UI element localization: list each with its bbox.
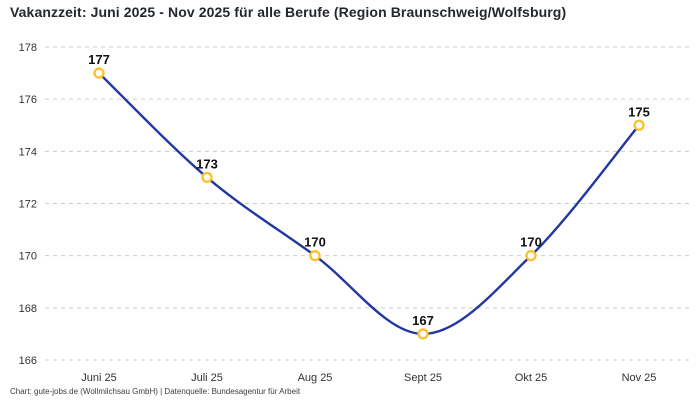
data-point-aug-25[interactable] [309, 250, 321, 262]
data-point-sept-25[interactable] [417, 328, 429, 340]
data-point-okt-25[interactable] [525, 250, 537, 262]
y-axis-tick-174: 174 [19, 146, 37, 158]
y-axis-tick-176: 176 [19, 94, 37, 106]
data-point-label-3: 170 [304, 235, 326, 250]
chart-credit-footer: Chart: gute-jobs.de (Wollmilchsau GmbH) … [10, 387, 301, 396]
data-point-nov-25[interactable] [633, 119, 645, 131]
vacancy-time-series-line [97, 71, 641, 336]
y-axis-tick-166: 166 [19, 355, 37, 367]
data-point-juni-25[interactable] [93, 67, 105, 79]
data-point-label-1: 177 [88, 52, 110, 67]
x-axis-tick-4: Sept 25 [404, 372, 442, 384]
y-axis-tick-170: 170 [19, 251, 37, 263]
data-point-label-4: 167 [412, 313, 434, 328]
x-axis-tick-1: Juni 25 [81, 372, 116, 384]
y-axis-tick-178: 178 [19, 42, 37, 54]
chart-title: Vakanzzeit: Juni 2025 - Nov 2025 für all… [10, 4, 567, 20]
x-axis-tick-3: Aug 25 [298, 372, 333, 384]
x-axis-tick-6: Nov 25 [622, 372, 657, 384]
data-point-label-2: 173 [196, 156, 218, 171]
data-point-label-6: 175 [628, 104, 650, 119]
data-point-juli-25[interactable] [201, 171, 213, 184]
x-axis-tick-5: Okt 25 [515, 372, 547, 384]
y-axis-tick-168: 168 [19, 303, 37, 315]
y-axis-tick-172: 172 [19, 199, 37, 211]
data-point-label-5: 170 [520, 235, 542, 250]
x-axis-tick-2: Juli 25 [191, 372, 223, 384]
